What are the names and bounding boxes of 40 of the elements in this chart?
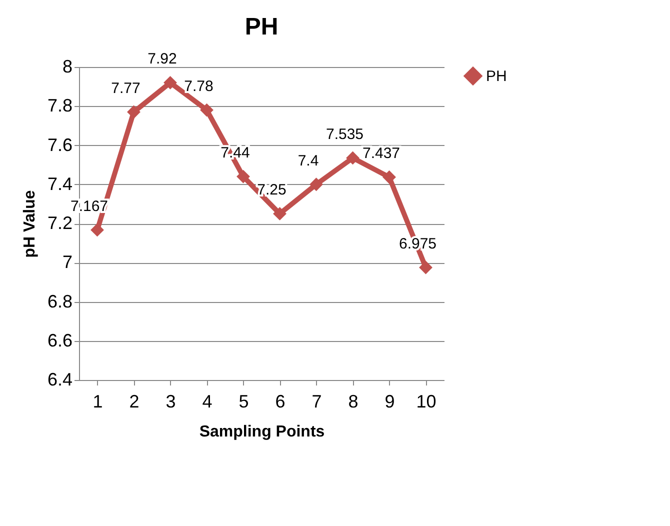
point: [90, 223, 104, 237]
x-tick-label: 6: [275, 392, 286, 412]
x-tick-label: 8: [348, 392, 358, 412]
x-tick-label: 1: [92, 392, 103, 412]
point: [236, 170, 250, 184]
point: [419, 260, 432, 274]
y-tick-label: 8: [62, 56, 72, 76]
data-label: 7.535: [326, 126, 364, 143]
data-label: 7.25: [257, 182, 286, 199]
x-tick-label: 10: [416, 392, 436, 412]
x-tick-label: 3: [166, 392, 176, 412]
y-tick-label: 7.2: [47, 213, 72, 233]
point: [200, 103, 214, 117]
x-tick-label: 7: [312, 392, 322, 412]
y-tick-label: 7: [62, 252, 72, 272]
x-tick-label: 4: [202, 392, 212, 412]
data-label: 7.437: [362, 145, 400, 162]
y-tick-label: 7.8: [47, 96, 72, 116]
y-tick-label: 7.6: [47, 134, 72, 155]
legend-label: PH: [486, 68, 507, 85]
point: [164, 76, 177, 90]
data-label: 7.4: [298, 152, 319, 170]
data-label: 7.92: [148, 50, 177, 68]
point: [382, 170, 396, 184]
y-axis-title: pH Value: [21, 190, 38, 258]
x-tick-label: 5: [238, 392, 249, 412]
data-label: 7.78: [184, 78, 214, 96]
data-label: 7.77: [111, 80, 140, 97]
y-tick-label: 6.8: [47, 291, 72, 312]
point: [273, 207, 286, 220]
point: [127, 105, 140, 119]
point: [310, 178, 323, 192]
y-tick-label: 6.4: [47, 370, 72, 390]
y-tick-label: 7.4: [47, 174, 72, 194]
x-axis-title: Sampling Points: [199, 424, 325, 440]
x-tick-label: 2: [129, 392, 140, 412]
point: [346, 151, 360, 165]
x-tick-label: 9: [384, 392, 395, 412]
chart-title: PH: [244, 14, 278, 41]
y-tick-label: 6.6: [47, 330, 72, 350]
